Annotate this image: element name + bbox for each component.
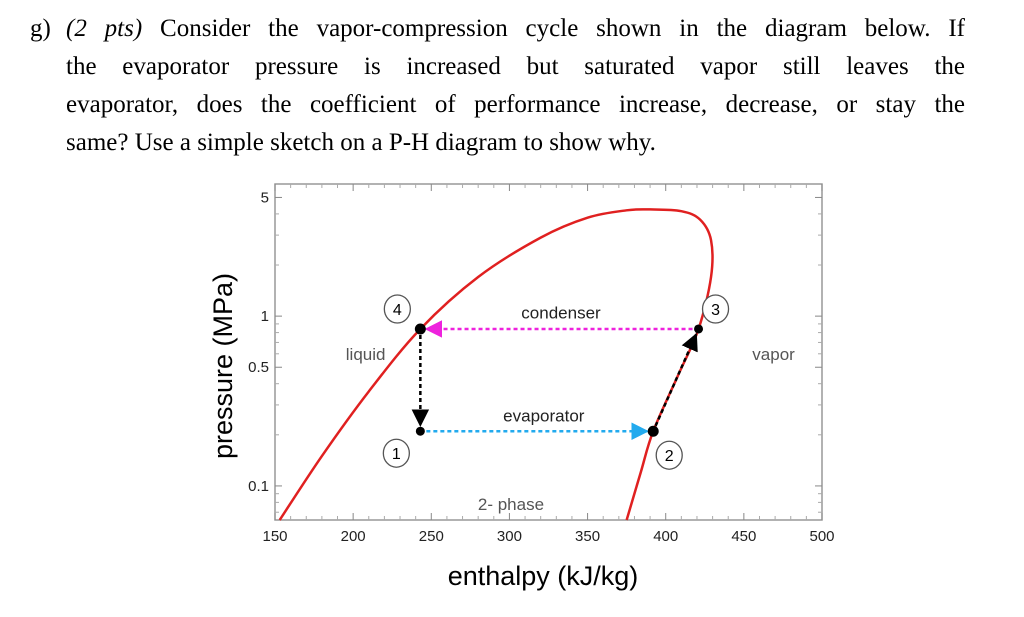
points-label: (2 pts)	[66, 15, 143, 42]
y-tick-label: 0.1	[248, 478, 269, 495]
question-line-4: same? Use a simple sketch on a P-H diagr…	[66, 129, 656, 156]
x-tick-label: 250	[419, 528, 444, 545]
x-axis-label: enthalpy (kJ/kg)	[448, 561, 639, 591]
annotation-vapor: vapor	[752, 345, 795, 364]
question-line-2: the evaporator pressure is increased but…	[66, 53, 965, 80]
x-tick-label: 150	[262, 528, 287, 545]
plot-frame	[274, 183, 823, 521]
annotation-condenser: condenser	[521, 303, 601, 322]
x-tick-label: 200	[341, 528, 366, 545]
state-point-1	[415, 426, 425, 436]
state-label-3: 3	[711, 302, 720, 319]
question-text: g) (2 pts) Consider the vapor-compressio…	[30, 10, 965, 162]
state-circle-3	[701, 294, 730, 324]
state-circle-1	[382, 438, 410, 468]
question-line-3: evaporator, does the coefficient of perf…	[66, 91, 965, 118]
state-point-3	[694, 324, 704, 334]
state-point-2	[647, 425, 659, 437]
annotation--phase: 2- phase	[478, 495, 544, 514]
state-circle-2	[655, 440, 683, 470]
y-tick-label: 0.5	[248, 359, 269, 376]
x-tick-label: 500	[809, 528, 834, 545]
process-compressor-arrow	[654, 332, 698, 427]
state-label-1: 1	[392, 446, 401, 463]
y-axis-label: pressure (MPa)	[208, 273, 238, 459]
saturation-dome-curve	[278, 208, 714, 521]
annotation-liquid: liquid	[346, 345, 386, 364]
y-tick-label: 5	[261, 189, 269, 206]
x-tick-label: 450	[731, 528, 756, 545]
question-label: g)	[30, 15, 51, 42]
question-line-1: (2 pts) Consider the vapor-compression c…	[66, 10, 965, 48]
annotation-evaporator: evaporator	[503, 406, 585, 425]
state-label-4: 4	[393, 302, 402, 319]
x-tick-label: 400	[653, 528, 678, 545]
question-line-1-text: Consider the vapor-compression cycle sho…	[160, 15, 965, 42]
y-tick-label: 1	[261, 308, 269, 325]
state-circle-4	[383, 294, 411, 324]
state-point-4	[414, 323, 426, 335]
x-tick-label: 350	[575, 528, 600, 545]
state-label-2: 2	[665, 448, 674, 465]
x-tick-label: 300	[497, 528, 522, 545]
